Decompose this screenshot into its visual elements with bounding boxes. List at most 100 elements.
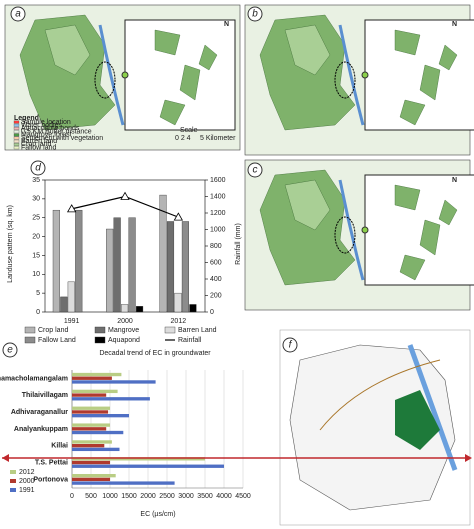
bar xyxy=(72,481,175,485)
north: N xyxy=(452,21,457,28)
legend-label: Rainfall xyxy=(178,337,202,344)
legend-label: 0.5 KM Buffer distance xyxy=(21,128,92,135)
legend-swatch xyxy=(94,326,106,334)
y-tick-label: Analyankuppam xyxy=(14,426,68,433)
bar xyxy=(52,209,60,313)
legend-label: Barren Land xyxy=(178,327,217,334)
bar xyxy=(106,228,114,313)
bar xyxy=(72,440,112,444)
y-tick-label: Thilaivillagam xyxy=(22,392,68,399)
legend-swatch xyxy=(10,488,16,492)
y-tick-label: 5 xyxy=(36,290,40,297)
scale-ticks: 0 2 4 xyxy=(175,135,191,142)
y-tick-label: T.S. Pettai xyxy=(35,460,68,467)
legend-label: Water bodies xyxy=(21,122,62,129)
marker xyxy=(173,212,184,221)
x-tick-label: 3000 xyxy=(178,493,194,500)
legend-swatch xyxy=(164,326,176,334)
y-tick-label: 25 xyxy=(32,215,40,222)
y-tick-label: Uthamacholamangalam xyxy=(0,375,68,382)
chart-title: Decadal trend of EC in groundwater xyxy=(99,350,211,357)
legend-label: Fallow land xyxy=(21,144,57,151)
legend-label: 1991 xyxy=(19,487,35,494)
x-tick-label: 1991 xyxy=(64,318,80,325)
marker xyxy=(120,191,130,200)
chart-e: e Decadal trend of EC in groundwater EC … xyxy=(0,342,251,518)
bar xyxy=(166,221,175,313)
bar xyxy=(72,393,107,397)
bar xyxy=(135,306,144,313)
legend-title: Legend xyxy=(14,115,39,122)
bar xyxy=(159,194,167,313)
x-tick-label: 2500 xyxy=(159,493,175,500)
bar xyxy=(72,380,156,384)
x-tick-label: 3500 xyxy=(197,493,213,500)
panel-label: c xyxy=(253,165,258,176)
y2-axis-label: Rainfall (mm) xyxy=(235,223,242,265)
legend-label: Sample location xyxy=(21,119,71,126)
legend-swatch xyxy=(24,326,36,334)
y-tick-label: 35 xyxy=(32,177,40,184)
bar xyxy=(128,217,136,313)
y-tick-label: Portonova xyxy=(33,476,68,483)
bar xyxy=(181,221,189,313)
panel-label: a xyxy=(15,9,21,20)
bar xyxy=(67,281,75,313)
legend-label: Aquapond xyxy=(108,337,140,344)
x-tick-label: 1500 xyxy=(121,493,137,500)
legend-label: Fallow Land xyxy=(38,337,76,344)
bar xyxy=(72,423,110,427)
bar xyxy=(72,413,129,418)
y-tick-label: 20 xyxy=(32,233,40,240)
y-tick-label: 30 xyxy=(32,196,40,203)
chart-d: d Landuse pattern (sq. km) Rainfall (mm)… xyxy=(7,160,242,344)
legend-swatch xyxy=(13,130,20,134)
legend-label: Barren land xyxy=(21,138,57,145)
legend-label: Crop land xyxy=(38,327,68,334)
y2-tick-label: 600 xyxy=(210,259,222,266)
bar xyxy=(72,430,124,435)
north: N xyxy=(224,21,229,28)
x-tick-label: 2000 xyxy=(117,318,133,325)
x-axis-label: EC (µs/cm) xyxy=(140,511,175,518)
panel-label: f xyxy=(289,340,293,351)
scale-label: Scale xyxy=(180,127,198,134)
panel-label: b xyxy=(252,9,258,20)
y2-tick-label: 400 xyxy=(210,276,222,283)
legend-swatch xyxy=(13,136,20,140)
x-tick-label: 4500 xyxy=(235,493,251,500)
bar xyxy=(72,444,105,448)
legend-swatch xyxy=(13,139,20,143)
x-tick-label: 2000 xyxy=(140,493,156,500)
y-tick-label: Adhivaraganallur xyxy=(11,409,68,416)
y-tick-label: 15 xyxy=(32,252,40,259)
legend-swatch xyxy=(13,120,20,124)
legend-label: Aquaculture ponds xyxy=(21,125,80,132)
marker xyxy=(66,204,77,213)
panel-label: d xyxy=(35,163,41,174)
bar xyxy=(72,410,109,414)
y2-tick-label: 1600 xyxy=(210,177,226,184)
legend-swatch xyxy=(13,143,20,146)
legend-swatch xyxy=(24,336,36,344)
bar xyxy=(60,296,68,313)
bar xyxy=(72,372,122,377)
bar xyxy=(174,292,182,313)
legend-swatch xyxy=(13,123,20,127)
bar xyxy=(189,304,197,313)
bar xyxy=(72,406,110,410)
y2-tick-label: 1200 xyxy=(210,210,226,217)
bar xyxy=(72,460,110,465)
y2-tick-label: 0 xyxy=(210,309,214,316)
legend-swatch xyxy=(94,336,106,344)
legend-label: Settlement with vegetation xyxy=(21,135,103,142)
y2-tick-label: 200 xyxy=(210,292,222,299)
bar xyxy=(72,427,107,431)
bar xyxy=(72,389,118,394)
bar xyxy=(72,457,205,461)
legend-swatch xyxy=(13,146,20,150)
x-tick-label: 4000 xyxy=(216,493,232,500)
legend-swatch xyxy=(10,470,16,474)
bar xyxy=(72,477,110,482)
